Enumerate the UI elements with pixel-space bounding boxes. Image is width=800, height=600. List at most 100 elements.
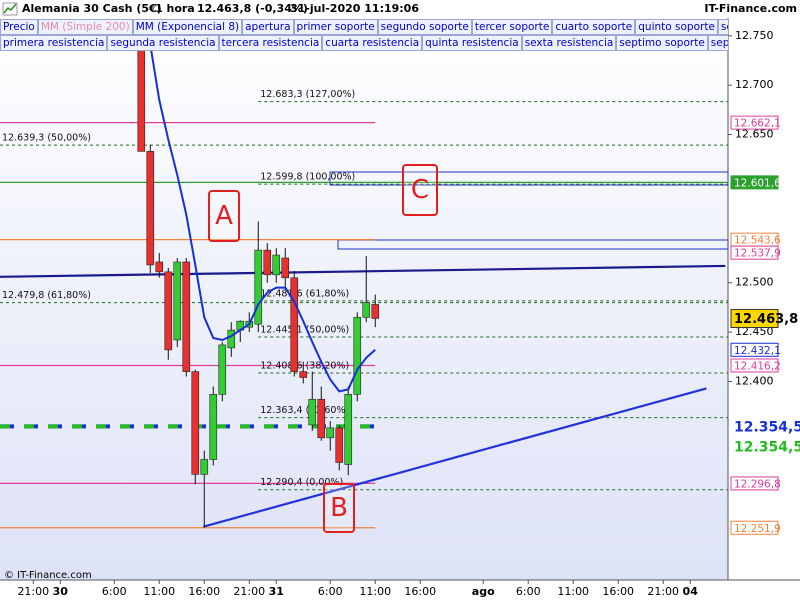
toolbar-button[interactable]: segunda resistencia	[107, 35, 219, 51]
candle-body	[308, 398, 317, 426]
fib-label: 12.363,4 (23,60%)	[260, 405, 349, 416]
toolbar-row: Precio MM (Simple 200) MM (Exponencial 8) a…	[0, 19, 728, 35]
annotation: A	[208, 190, 240, 242]
price-label-text: 12.662,1	[734, 118, 781, 130]
price-label: 12.354,5	[731, 416, 800, 437]
fib-label: 12.639,3 (50,00%)	[2, 133, 91, 144]
price-label: 12.463,8	[730, 308, 798, 328]
price-label-box	[730, 476, 779, 491]
x-tick-label: 04	[683, 585, 699, 598]
y-tick-label: 12.400	[735, 374, 774, 387]
toolbar-button[interactable]: sexta resistencia	[521, 35, 617, 51]
price-label-box	[730, 342, 779, 357]
candle-body	[326, 427, 335, 439]
price-label-box	[730, 115, 779, 130]
x-tick-label: 11:00	[143, 585, 175, 598]
x-tick-label: ago	[472, 585, 495, 598]
header-icon	[2, 0, 18, 18]
plot-area	[0, 18, 728, 580]
price-label: 12.537,9	[730, 245, 781, 260]
x-tick-label: 21:00	[647, 585, 679, 598]
candle-body	[317, 398, 326, 439]
price-label-text: 12.251,9	[734, 523, 781, 535]
y-tick-label: 12.650	[735, 128, 774, 141]
candle-body	[191, 371, 200, 475]
price-label: 12.601,6	[730, 175, 781, 190]
toolbar-button[interactable]: MM (Simple 200)	[37, 19, 133, 35]
x-tick-label: 6:00	[516, 585, 541, 598]
candle-body	[335, 427, 344, 463]
price-label: 12.543,6	[730, 232, 781, 247]
x-tick-label: 6:00	[318, 585, 343, 598]
toolbar-button[interactable]: MM (Exponencial 8)	[132, 19, 243, 35]
toolbar-button[interactable]: sexto soporte	[717, 19, 728, 35]
interval: 1 hora	[155, 2, 195, 15]
toolbar-button[interactable]: septimo soporte	[616, 35, 708, 51]
price-label: 12.296,8	[730, 476, 781, 491]
zone-box	[329, 171, 729, 186]
price-label: 12.354,5	[731, 436, 800, 457]
candle-body	[353, 316, 362, 395]
toolbar-button[interactable]: apertura	[242, 19, 294, 35]
x-tick-label: 6:00	[102, 585, 127, 598]
toolbar-button[interactable]: cuarto soporte	[552, 19, 636, 35]
quote: 12.463,8 (-0,34%)	[197, 2, 308, 15]
y-tick-label: 12.500	[735, 276, 774, 289]
price-label-text: 12.296,8	[734, 478, 781, 490]
candle-body	[281, 257, 290, 279]
price-label-box	[730, 245, 779, 260]
toolbar-button[interactable]: Precio	[0, 19, 38, 35]
candle-body	[272, 254, 281, 276]
fib-label: 12.445,1 (50,00%)	[260, 324, 349, 335]
price-axis-area	[728, 18, 800, 580]
price-label: 12.251,9	[730, 520, 781, 535]
toolbar-button[interactable]: segundo soporte	[377, 19, 472, 35]
candle-body	[182, 261, 191, 372]
price-label-box	[730, 520, 779, 535]
candle-body	[173, 261, 182, 341]
candle-body	[164, 271, 173, 351]
toolbar-button[interactable]: septima resister	[707, 35, 728, 51]
trendline	[203, 387, 707, 528]
layers: 12.750 12.700 12.650 12.500 12.450 12.400 21:0…	[0, 20, 800, 598]
toolbar-button[interactable]: quinta resistencia	[422, 35, 522, 51]
candle-body	[290, 277, 299, 372]
toolbar-button[interactable]: primer soporte	[293, 19, 378, 35]
candle-body	[200, 459, 209, 475]
x-tick-label: 16:00	[404, 585, 436, 598]
candle-body	[146, 151, 155, 266]
x-tick-label: 11:00	[557, 585, 589, 598]
price-label-box	[731, 416, 798, 437]
candle-body	[227, 329, 236, 349]
candle-body	[371, 304, 380, 319]
toolbar-button[interactable]: primera resistencia	[0, 35, 108, 51]
y-tick-label: 12.700	[735, 78, 774, 91]
fib-label: 12.599,8 (100,00%)	[260, 172, 355, 183]
fib-label: 12.481,6 (61,80%)	[260, 288, 349, 299]
price-label-text: 12.543,6	[734, 235, 781, 247]
price-label-text: 12.463,8	[734, 312, 798, 327]
price-label-text: 12.601,6	[734, 177, 781, 189]
candle-body	[137, 35, 146, 152]
candle-body	[299, 371, 308, 378]
price-label: 12.662,1	[730, 115, 781, 130]
x-tick-label: 21:00	[233, 585, 265, 598]
toolbar-button[interactable]: tercer soporte	[471, 19, 553, 35]
candle-body	[218, 344, 227, 395]
x-tick-label: 16:00	[602, 585, 634, 598]
toolbar-button[interactable]: cuarta resistencia	[322, 35, 423, 51]
price-label: 12.432,1	[730, 342, 781, 357]
price-label-box	[730, 308, 779, 328]
price-label-box	[730, 358, 779, 373]
instrument: Alemania 30 Cash (5€)	[22, 2, 162, 15]
x-tick-label: 30	[53, 585, 69, 598]
price-label-text: 12.416,2	[734, 360, 781, 372]
toolbar-button[interactable]: tercera resistencia	[218, 35, 323, 51]
brand: IT-Finance.com	[704, 2, 797, 15]
annotation: C	[402, 164, 438, 216]
trendline	[0, 264, 726, 278]
zone-box	[337, 239, 729, 250]
toolbar-button[interactable]: quinto soporte	[635, 19, 718, 35]
